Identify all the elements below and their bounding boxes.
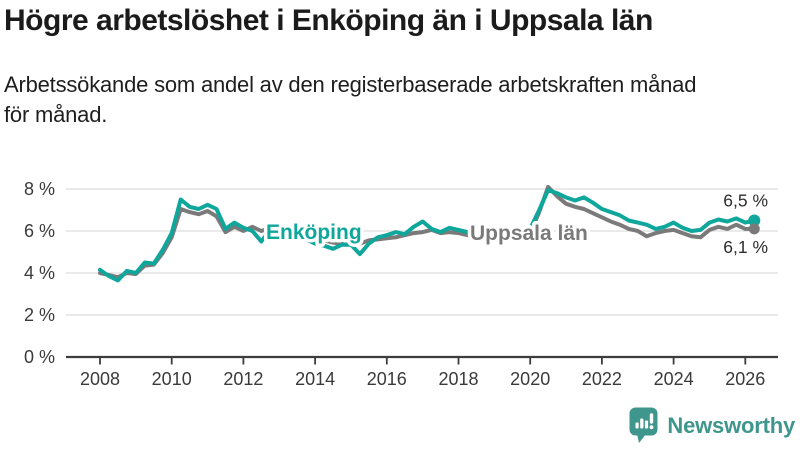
x-tick-label: 2020: [510, 369, 550, 389]
series-line-uppsala-lan: [98, 184, 757, 280]
y-tick-label: 0 %: [24, 347, 55, 367]
x-tick-label: 2008: [80, 369, 120, 389]
series-label-enkoping: Enköping: [266, 221, 362, 244]
y-tick-label: 8 %: [24, 179, 55, 199]
x-tick-label: 2022: [582, 369, 622, 389]
x-tick-label: 2018: [438, 369, 478, 389]
x-tick-label: 2014: [295, 369, 335, 389]
series-label-uppsala-lan: Uppsala län: [470, 222, 588, 245]
page-subtitle: Arbetssökande som andel av den registerb…: [4, 72, 697, 127]
page-title: Högre arbetslöshet i Enköping än i Uppsa…: [4, 4, 653, 37]
x-tick-label: 2010: [152, 369, 192, 389]
y-tick-label: 4 %: [24, 263, 55, 283]
brand-footer: Newsworthy: [629, 407, 795, 444]
x-tick-label: 2012: [223, 369, 263, 389]
y-tick-label: 2 %: [24, 305, 55, 325]
end-dot-enkoping: [748, 214, 761, 227]
x-tick-label: 2026: [725, 369, 765, 389]
end-value-label-enkoping: 6,5 %: [723, 191, 768, 211]
y-tick-label: 6 %: [24, 221, 55, 241]
end-value-label-uppsala-lan: 6,1 %: [723, 237, 768, 257]
x-tick-label: 2024: [654, 369, 694, 389]
series-line-enkoping: [98, 188, 757, 283]
brand-name: Newsworthy: [667, 412, 795, 438]
x-tick-label: 2016: [367, 369, 407, 389]
newsworthy-logo-icon: [629, 407, 658, 443]
end-dot-uppsala-lan: [748, 223, 760, 235]
